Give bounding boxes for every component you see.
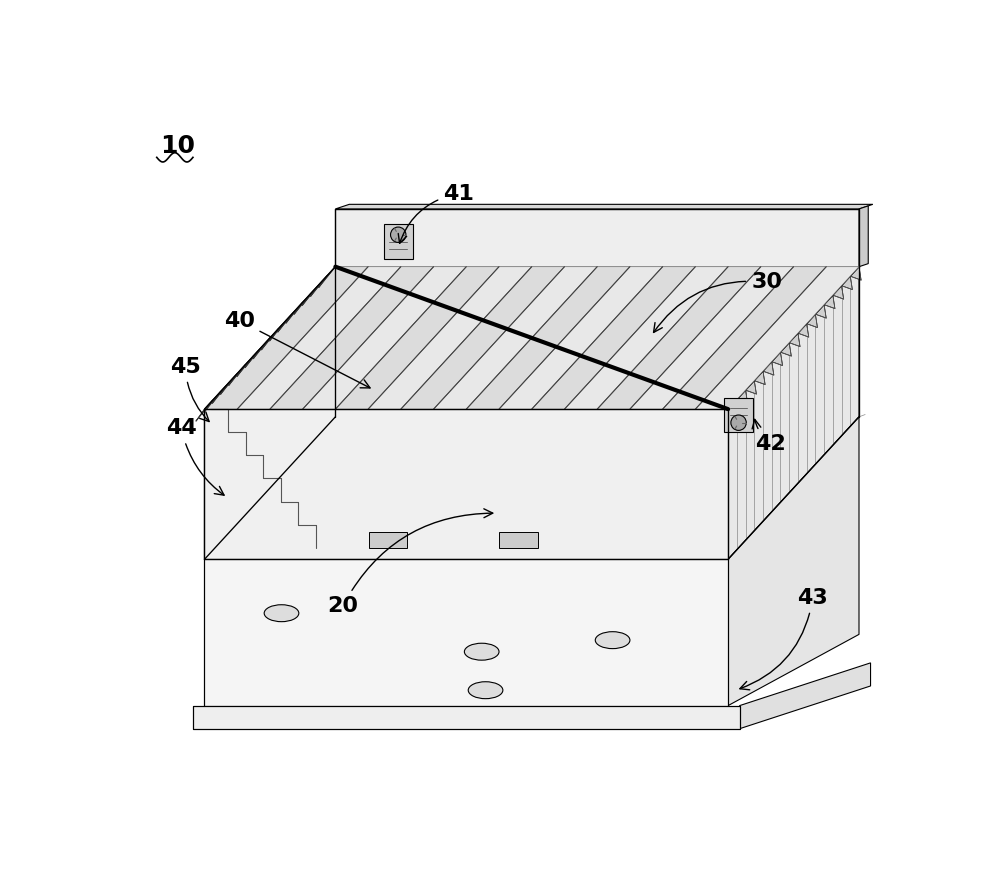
Polygon shape [466, 267, 630, 410]
Polygon shape [724, 398, 753, 432]
Ellipse shape [595, 632, 630, 648]
Polygon shape [630, 267, 794, 410]
Polygon shape [815, 304, 826, 318]
Polygon shape [204, 559, 728, 705]
Polygon shape [695, 267, 859, 410]
Polygon shape [597, 267, 761, 410]
Polygon shape [754, 371, 765, 384]
Ellipse shape [464, 643, 499, 660]
Polygon shape [237, 267, 401, 410]
Polygon shape [193, 705, 740, 729]
Polygon shape [384, 224, 413, 259]
Polygon shape [807, 314, 817, 327]
Polygon shape [335, 267, 499, 410]
Polygon shape [763, 361, 774, 375]
Polygon shape [278, 312, 294, 332]
Polygon shape [746, 381, 756, 394]
Polygon shape [368, 267, 532, 410]
Circle shape [731, 415, 746, 430]
Polygon shape [245, 346, 262, 368]
Text: 43: 43 [740, 588, 828, 690]
Polygon shape [434, 267, 597, 410]
Text: 42: 42 [752, 419, 786, 454]
Polygon shape [286, 302, 303, 323]
Polygon shape [499, 267, 663, 410]
Circle shape [214, 474, 226, 487]
Polygon shape [401, 267, 564, 410]
Polygon shape [270, 267, 434, 410]
Polygon shape [728, 416, 859, 705]
Ellipse shape [468, 682, 503, 698]
Polygon shape [842, 276, 852, 290]
Polygon shape [833, 286, 844, 299]
Polygon shape [204, 267, 335, 559]
Ellipse shape [264, 605, 299, 621]
Text: 41: 41 [398, 184, 474, 243]
Polygon shape [789, 333, 800, 346]
Polygon shape [237, 356, 254, 376]
Polygon shape [564, 267, 728, 410]
Polygon shape [253, 338, 270, 359]
Polygon shape [532, 267, 695, 410]
Polygon shape [499, 532, 538, 548]
Polygon shape [850, 267, 861, 280]
Polygon shape [294, 293, 311, 314]
Polygon shape [204, 391, 221, 412]
Polygon shape [824, 295, 835, 309]
Text: 30: 30 [654, 272, 782, 332]
Polygon shape [728, 267, 859, 559]
Polygon shape [270, 320, 286, 341]
Polygon shape [772, 352, 783, 366]
Polygon shape [212, 382, 229, 403]
Polygon shape [335, 205, 873, 209]
Polygon shape [229, 365, 245, 385]
Polygon shape [302, 284, 319, 305]
Polygon shape [780, 343, 791, 356]
Text: 20: 20 [328, 508, 493, 615]
Polygon shape [728, 400, 739, 413]
Polygon shape [261, 329, 278, 350]
Polygon shape [798, 324, 809, 337]
Text: 44: 44 [166, 418, 224, 495]
Polygon shape [303, 267, 466, 410]
Polygon shape [319, 267, 335, 288]
Text: 10: 10 [160, 134, 195, 158]
Polygon shape [221, 374, 237, 395]
Polygon shape [196, 400, 213, 421]
Polygon shape [204, 267, 368, 410]
Polygon shape [369, 532, 407, 548]
Text: 40: 40 [224, 311, 370, 388]
Polygon shape [204, 410, 728, 559]
Circle shape [391, 227, 406, 242]
Polygon shape [737, 390, 748, 403]
Polygon shape [311, 276, 327, 297]
Text: 45: 45 [170, 357, 209, 422]
Polygon shape [663, 267, 826, 410]
Polygon shape [859, 206, 868, 267]
Circle shape [217, 478, 223, 484]
Polygon shape [740, 663, 871, 729]
Polygon shape [335, 209, 859, 267]
